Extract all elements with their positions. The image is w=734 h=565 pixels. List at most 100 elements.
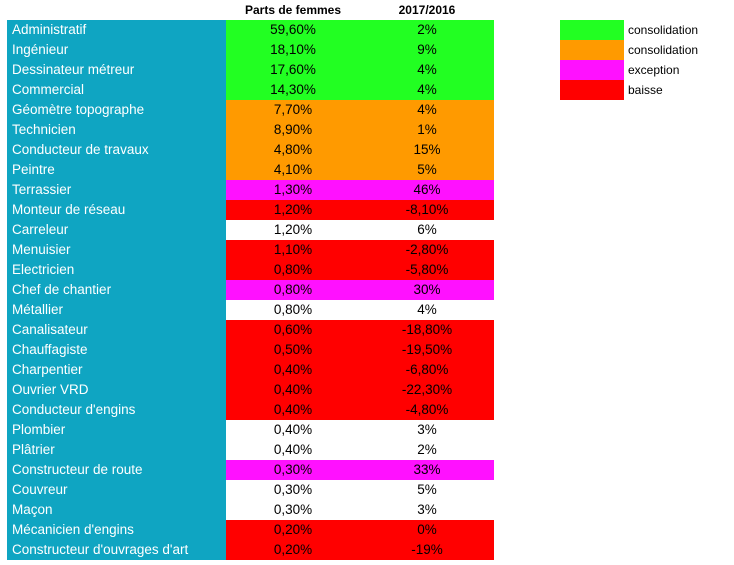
share-cell: 4,10%: [226, 160, 360, 180]
table-row: Chef de chantier 0,80% 30%: [7, 280, 494, 300]
profession-name: Charpentier: [7, 360, 226, 380]
share-cell: 1,20%: [226, 200, 360, 220]
profession-name: Terrassier: [7, 180, 226, 200]
table-row: Métallier 0,80% 4%: [7, 300, 494, 320]
change-cell: 30%: [360, 280, 494, 300]
profession-name: Technicien: [7, 120, 226, 140]
profession-name: Monteur de réseau: [7, 200, 226, 220]
change-cell: 6%: [360, 220, 494, 240]
change-cell: -2,80%: [360, 240, 494, 260]
change-cell: 0%: [360, 520, 494, 540]
table-row: Constructeur d'ouvrages d'art 0,20% -19%: [7, 540, 494, 560]
change-cell: -19,50%: [360, 340, 494, 360]
legend-label: consolidation: [628, 43, 699, 57]
share-cell: 0,80%: [226, 260, 360, 280]
profession-name: Constructeur d'ouvrages d'art: [7, 540, 226, 560]
profession-name: Métallier: [7, 300, 226, 320]
profession-name: Géomètre topographe: [7, 100, 226, 120]
share-cell: 0,40%: [226, 420, 360, 440]
profession-name: Peintre: [7, 160, 226, 180]
table-row: Commercial 14,30% 4%: [7, 80, 494, 100]
change-cell: 33%: [360, 460, 494, 480]
share-cell: 0,80%: [226, 300, 360, 320]
legend-label: consolidation: [628, 23, 699, 37]
share-cell: 0,40%: [226, 360, 360, 380]
table-row: Conducteur d'engins 0,40% -4,80%: [7, 400, 494, 420]
profession-name: Commercial: [7, 80, 226, 100]
table-row: Canalisateur 0,60% -18,80%: [7, 320, 494, 340]
profession-name: Carreleur: [7, 220, 226, 240]
profession-name: Couvreur: [7, 480, 226, 500]
table-row: Ingénieur 18,10% 9%: [7, 40, 494, 60]
change-cell: 2%: [360, 440, 494, 460]
table-row: Plombier 0,40% 3%: [7, 420, 494, 440]
change-cell: 5%: [360, 480, 494, 500]
table-row: Terrassier 1,30% 46%: [7, 180, 494, 200]
share-cell: 0,40%: [226, 440, 360, 460]
share-cell: 0,40%: [226, 380, 360, 400]
change-cell: -5,80%: [360, 260, 494, 280]
table-row: Peintre 4,10% 5%: [7, 160, 494, 180]
column-header-share: Parts de femmes: [244, 3, 342, 17]
table-row: Plâtrier 0,40% 2%: [7, 440, 494, 460]
table-row: Dessinateur métreur 17,60% 4%: [7, 60, 494, 80]
share-cell: 0,30%: [226, 460, 360, 480]
profession-name: Chauffagiste: [7, 340, 226, 360]
legend: consolidation consolidation exception baiss…: [560, 20, 698, 100]
profession-name: Ouvrier VRD: [7, 380, 226, 400]
table-row: Chauffagiste 0,50% -19,50%: [7, 340, 494, 360]
profession-name: Mécanicien d'engins: [7, 520, 226, 540]
profession-name: Canalisateur: [7, 320, 226, 340]
change-cell: 9%: [360, 40, 494, 60]
change-cell: 15%: [360, 140, 494, 160]
change-cell: 4%: [360, 60, 494, 80]
profession-name: Menuisier: [7, 240, 226, 260]
profession-name: Plâtrier: [7, 440, 226, 460]
table-row: Conducteur de travaux 4,80% 15%: [7, 140, 494, 160]
legend-item: consolidation: [560, 20, 698, 40]
legend-swatch: [560, 20, 624, 40]
share-cell: 4,80%: [226, 140, 360, 160]
share-cell: 0,30%: [226, 500, 360, 520]
change-cell: -22,30%: [360, 380, 494, 400]
table-row: Menuisier 1,10% -2,80%: [7, 240, 494, 260]
profession-name: Electricien: [7, 260, 226, 280]
share-cell: 14,30%: [226, 80, 360, 100]
share-cell: 17,60%: [226, 60, 360, 80]
legend-swatch: [560, 60, 624, 80]
profession-name: Maçon: [7, 500, 226, 520]
share-cell: 0,20%: [226, 520, 360, 540]
change-cell: -19%: [360, 540, 494, 560]
share-cell: 0,60%: [226, 320, 360, 340]
profession-name: Conducteur d'engins: [7, 400, 226, 420]
table-row: Ouvrier VRD 0,40% -22,30%: [7, 380, 494, 400]
column-header-change: 2017/2016: [398, 3, 456, 17]
share-cell: 1,20%: [226, 220, 360, 240]
profession-name: Ingénieur: [7, 40, 226, 60]
change-cell: 4%: [360, 300, 494, 320]
share-cell: 1,10%: [226, 240, 360, 260]
change-cell: 1%: [360, 120, 494, 140]
table-row: Charpentier 0,40% -6,80%: [7, 360, 494, 380]
change-cell: 3%: [360, 420, 494, 440]
change-cell: 4%: [360, 100, 494, 120]
profession-name: Dessinateur métreur: [7, 60, 226, 80]
share-cell: 18,10%: [226, 40, 360, 60]
table-row: Carreleur 1,20% 6%: [7, 220, 494, 240]
profession-name: Administratif: [7, 20, 226, 40]
table-row: Electricien 0,80% -5,80%: [7, 260, 494, 280]
table-row: Administratif 59,60% 2%: [7, 20, 494, 40]
change-cell: 2%: [360, 20, 494, 40]
share-cell: 0,80%: [226, 280, 360, 300]
share-cell: 59,60%: [226, 20, 360, 40]
share-cell: 0,20%: [226, 540, 360, 560]
table-row: Géomètre topographe 7,70% 4%: [7, 100, 494, 120]
share-cell: 0,40%: [226, 400, 360, 420]
legend-item: baisse: [560, 80, 698, 100]
change-cell: -6,80%: [360, 360, 494, 380]
legend-label: exception: [628, 63, 680, 77]
share-cell: 0,30%: [226, 480, 360, 500]
change-cell: -18,80%: [360, 320, 494, 340]
table-row: Constructeur de route 0,30% 33%: [7, 460, 494, 480]
table-row: Technicien 8,90% 1%: [7, 120, 494, 140]
